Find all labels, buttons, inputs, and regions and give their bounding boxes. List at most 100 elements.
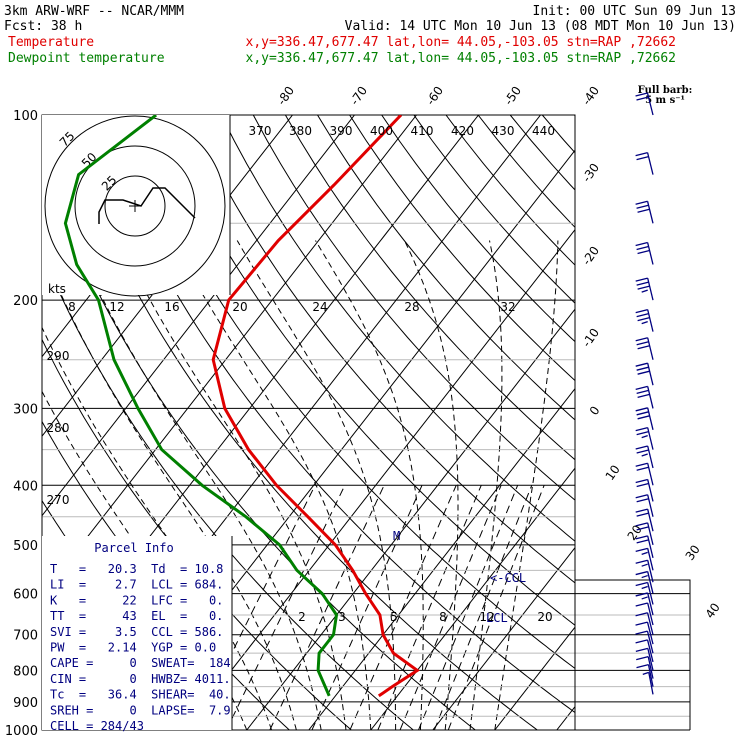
dewpoint-location: x,y=336.47,677.47 lat,lon= 44.05,-103.05…	[246, 51, 676, 66]
isotherm-tick-label: 0	[587, 404, 603, 418]
wind-barb-flag	[635, 385, 648, 391]
full-barb-label: Full barb:	[638, 85, 693, 96]
init-time: Init: 00 UTC Sun 09 Jun 13	[533, 4, 737, 19]
mixing-ratio-label: 32	[500, 300, 515, 314]
wind-barb	[635, 426, 654, 450]
wind-barb-shaft	[647, 656, 654, 679]
theta-tick-label: 390	[330, 124, 353, 138]
dry-adiabat	[574, 115, 575, 117]
wind-barb-flag	[635, 547, 648, 552]
isotherm-line	[246, 308, 575, 730]
wind-barb-flag	[636, 512, 649, 517]
mixing-ratio-label: 5	[390, 610, 398, 624]
wind-barb-shaft	[646, 92, 654, 116]
lcl-marker: LCL	[486, 611, 508, 625]
wind-barb	[635, 592, 654, 616]
wind-barb-flag	[636, 430, 649, 436]
wind-barb-flag	[635, 241, 648, 247]
wind-barb	[635, 647, 654, 671]
theta-side-label: 280	[47, 421, 70, 435]
wind-barb	[635, 602, 654, 626]
valid-time: Valid: 14 UTC Mon 10 Jun 13 (08 MDT Mon …	[345, 19, 736, 34]
wind-barb-half-flag	[641, 574, 648, 579]
mixing-ratio-line	[225, 485, 346, 730]
pressure-tick-label: 500	[13, 539, 38, 554]
wind-barb-flag	[635, 494, 648, 499]
wind-barb-flag	[635, 337, 648, 342]
temperature-profile	[211, 115, 420, 698]
wind-barb-shaft	[647, 664, 654, 687]
wind-barb-flag	[636, 96, 649, 101]
wind-barb-half-flag	[641, 453, 648, 457]
wind-barb	[635, 92, 654, 116]
wind-barb-shaft	[647, 363, 654, 386]
wind-barb-flag	[635, 559, 648, 564]
hodograph-ring	[74, 145, 196, 267]
wind-barb-shaft	[647, 535, 654, 559]
wind-barb	[635, 337, 654, 360]
wind-barb	[635, 570, 654, 594]
theta-side-label: 290	[47, 349, 70, 363]
wind-barb-shaft	[647, 445, 654, 469]
wind-barb	[635, 407, 654, 430]
wind-barb-flag	[635, 602, 648, 607]
wind-barb-shaft	[647, 337, 654, 360]
hodograph-trace	[98, 187, 196, 224]
wind-barb-flag	[635, 621, 648, 626]
wind-barb-flag	[636, 389, 649, 395]
wind-barb	[635, 508, 654, 532]
wind-barb	[635, 362, 654, 386]
hodograph-ring	[44, 115, 226, 297]
header: 3km ARW-WRF -- NCAR/MMM Init: 00 UTC Sun…	[4, 4, 736, 106]
mixing-ratio-label: 3	[338, 610, 346, 624]
hodograph-ring	[104, 175, 166, 237]
wind-barb-shaft	[647, 522, 654, 546]
mixing-ratio-label: 2	[298, 610, 306, 624]
mixing-ratio-line	[399, 485, 502, 730]
wind-barb-shaft	[647, 560, 654, 583]
wind-barb	[635, 630, 654, 654]
dry-adiabat	[284, 115, 575, 461]
temperature-location: x,y=336.47,677.47 lat,lon= 44.05,-103.05…	[246, 35, 676, 50]
dry-adiabat	[381, 115, 575, 343]
wind-barb-flag	[637, 249, 650, 255]
wind-barb-shaft	[646, 621, 654, 645]
dry-adiabat	[252, 115, 575, 501]
mixing-ratio-line	[311, 485, 423, 730]
wind-barb	[635, 547, 654, 571]
dry-adiabat	[349, 115, 575, 382]
parcel-info-box: Parcel Info T = 20.3 Td = 10.8 LI = 2.7 LC…	[42, 536, 233, 733]
wind-barb-shaft	[646, 639, 654, 663]
parcel-info-row: T = 20.3 Td = 10.8	[50, 562, 223, 576]
wind-barb	[636, 663, 654, 687]
wind-barb-flag	[637, 208, 650, 213]
pressure-tick-label: 800	[13, 664, 38, 679]
wind-barb-half-flag	[641, 289, 648, 293]
wind-barb	[635, 445, 654, 469]
wind-barb-flag	[637, 415, 650, 420]
model-title: 3km ARW-WRF -- NCAR/MMM	[4, 4, 184, 19]
theta-tick-label: 420	[451, 124, 474, 138]
plot-frame	[41, 114, 576, 731]
wind-barb-half-flag	[641, 551, 648, 555]
wind-barb-flag	[637, 316, 650, 322]
wind-barb-shaft	[647, 592, 654, 616]
wind-barb-half-flag	[641, 320, 648, 325]
temperature-legend: Temperature	[8, 35, 94, 50]
wind-barb-flag	[635, 570, 648, 576]
wind-barb-flag	[635, 462, 648, 467]
mixing-ratio-label: 16	[164, 300, 179, 314]
wind-barb	[642, 671, 654, 695]
wind-barb-shaft	[647, 602, 654, 626]
wind-barb-shaft	[647, 571, 654, 594]
theta-tick-label: 410	[411, 124, 434, 138]
wind-barb-flag	[636, 482, 649, 488]
isotherm-line	[494, 626, 575, 730]
wind-barb-shaft	[648, 672, 654, 695]
wind-barb-flag	[636, 155, 649, 161]
wind-barb-flag	[636, 539, 649, 544]
pressure-tick-label: 300	[13, 402, 38, 417]
wind-barb-flag	[635, 92, 648, 97]
